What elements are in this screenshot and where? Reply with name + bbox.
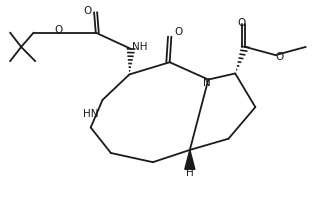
Text: HN: HN xyxy=(83,109,98,119)
Text: O: O xyxy=(237,18,245,28)
Text: O: O xyxy=(174,27,182,37)
Text: NH: NH xyxy=(132,42,147,52)
Text: O: O xyxy=(276,52,284,62)
Text: H: H xyxy=(186,168,194,178)
Text: O: O xyxy=(83,6,91,16)
Text: O: O xyxy=(55,24,63,35)
Polygon shape xyxy=(185,150,195,169)
Text: N: N xyxy=(203,78,211,88)
